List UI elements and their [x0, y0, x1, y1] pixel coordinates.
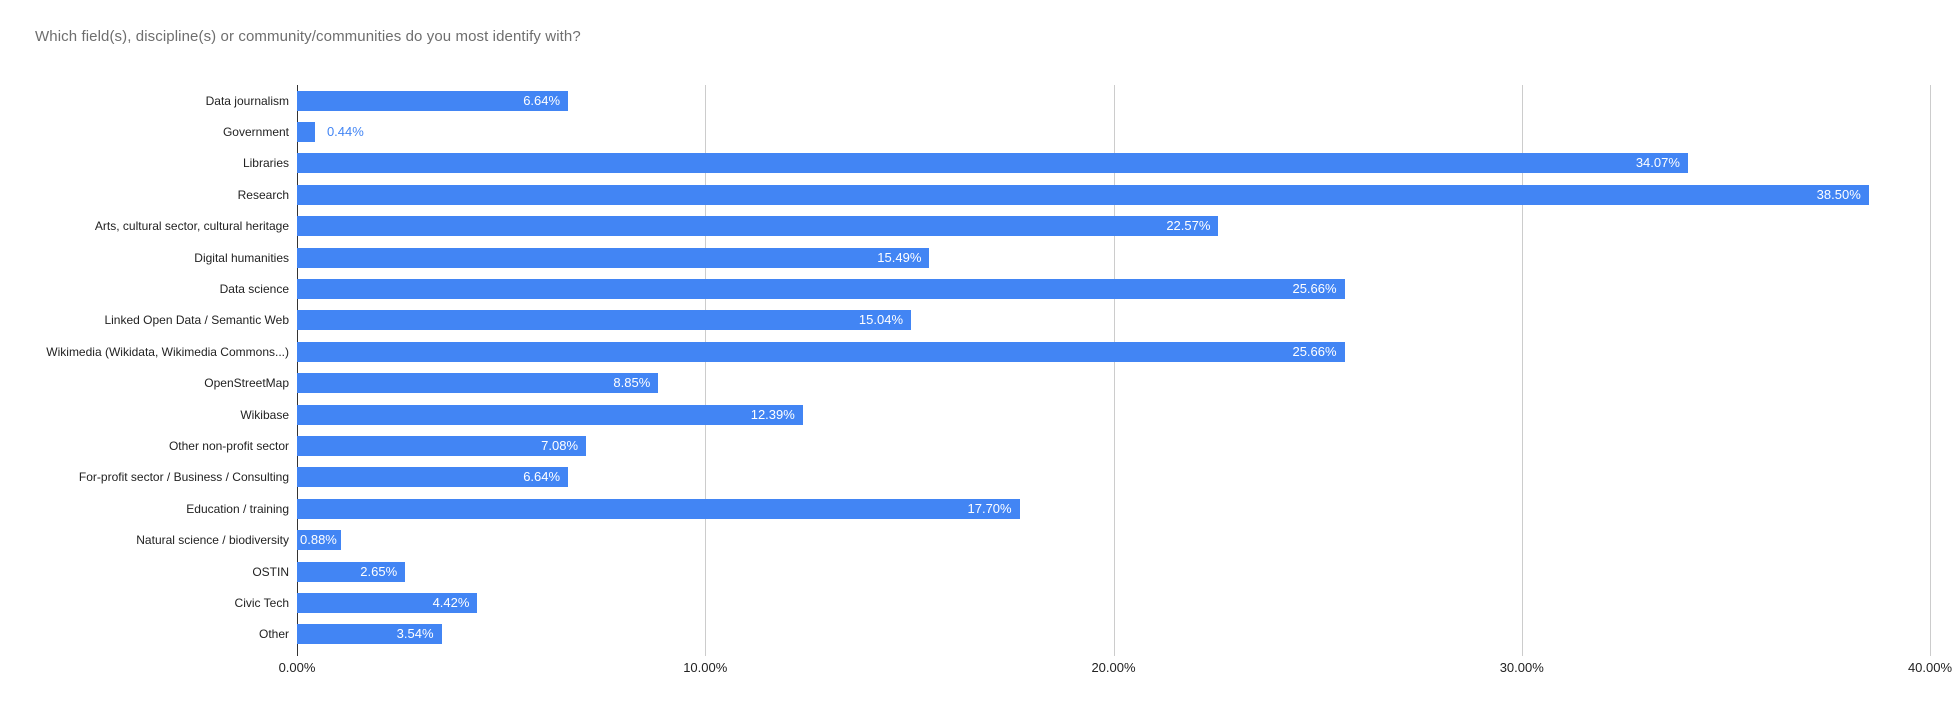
x-tick-label: 30.00%: [1499, 660, 1544, 675]
value-label: 8.85%: [613, 375, 651, 391]
category-label: Digital humanities: [194, 250, 289, 265]
category-label: Arts, cultural sector, cultural heritage: [94, 219, 289, 234]
gridline: [1113, 85, 1115, 656]
gridline: [705, 85, 707, 656]
value-label: 6.64%: [523, 92, 561, 108]
chart-row: Wikibase 12.39%: [240, 399, 1930, 430]
bar[interactable]: 0.88%: [297, 530, 341, 551]
category-label: Wikibase: [240, 407, 289, 422]
bar[interactable]: 0.44%: [297, 122, 364, 143]
bar[interactable]: 7.08%: [297, 435, 587, 456]
category-label: OpenStreetMap: [204, 376, 289, 391]
chart-row: OSTIN 2.65%: [252, 556, 1930, 587]
value-label: 38.50%: [1816, 186, 1861, 202]
chart-row: Digital humanities 15.49%: [194, 242, 1930, 273]
chart-row: Civic Tech 4.42%: [235, 587, 1930, 618]
bar[interactable]: 25.66%: [297, 341, 1345, 362]
chart-row: Other 3.54%: [259, 619, 1930, 650]
category-label: Other non-profit sector: [168, 438, 289, 453]
chart-row: Government 0.44%: [223, 116, 1930, 147]
chart-row: Arts, cultural sector, cultural heritage…: [95, 211, 1930, 242]
chart-row: Data journalism 6.64%: [206, 85, 1930, 116]
value-label: 17.70%: [967, 500, 1012, 516]
chart-row: For-profit sector / Business / Consultin…: [79, 462, 1930, 493]
plot-area: Data journalism 6.64% Government 0.44% Libra…: [46, 85, 1952, 675]
value-label: 4.42%: [432, 594, 470, 610]
category-label: Other: [258, 627, 289, 642]
bar[interactable]: 38.50%: [297, 184, 1869, 205]
bar[interactable]: 2.65%: [297, 561, 406, 582]
chart-row: Linked Open Data / Semantic Web 15.04%: [104, 305, 1930, 336]
bar[interactable]: 4.42%: [297, 592, 478, 613]
bar[interactable]: 25.66%: [297, 279, 1345, 300]
x-tick-label: 40.00%: [1907, 660, 1953, 675]
value-label: 12.39%: [750, 406, 795, 422]
bar[interactable]: 22.57%: [297, 216, 1219, 237]
bar[interactable]: 17.70%: [297, 498, 1020, 519]
category-label: Libraries: [242, 156, 289, 171]
x-tick-label: 20.00%: [1091, 660, 1136, 675]
value-label: 22.57%: [1166, 218, 1211, 234]
value-label: 34.07%: [1635, 155, 1680, 171]
chart-row: OpenStreetMap 8.85%: [204, 368, 1930, 399]
gridline: [1930, 85, 1931, 656]
chart-row: Libraries 34.07%: [243, 148, 1930, 179]
value-label: 2.65%: [360, 563, 398, 579]
chart-rows: Data journalism 6.64% Government 0.44% Libra…: [46, 85, 1930, 650]
chart-row: Other non-profit sector 7.08%: [169, 430, 1930, 461]
category-label: Civic Tech: [234, 595, 289, 610]
value-label: 0.44%: [326, 124, 364, 140]
value-label: 25.66%: [1292, 343, 1337, 359]
bar[interactable]: 6.64%: [297, 90, 569, 111]
chart-title: Which field(s), discipline(s) or communi…: [35, 28, 581, 45]
chart-row: Education / training 17.70%: [186, 493, 1930, 524]
chart-row: Natural science / biodiversity 0.88%: [136, 524, 1930, 555]
category-label: Data science: [219, 282, 289, 297]
category-label: Education / training: [186, 501, 289, 516]
x-tick-label: 0.00%: [278, 660, 316, 675]
category-label: For-profit sector / Business / Consultin…: [78, 470, 289, 485]
bar[interactable]: 34.07%: [297, 153, 1688, 174]
value-label: 0.88%: [298, 530, 341, 551]
chart-row: Wikimedia (Wikidata, Wikimedia Commons..…: [46, 336, 1930, 367]
chart-row: Data science 25.66%: [220, 273, 1930, 304]
gridline: [1521, 85, 1523, 656]
category-label: Data journalism: [205, 93, 289, 108]
value-label: 3.54%: [396, 626, 434, 642]
x-tick-label: 10.00%: [683, 660, 728, 675]
value-label: 6.64%: [523, 469, 561, 485]
category-label: Government: [222, 125, 289, 140]
category-label: OSTIN: [252, 564, 289, 579]
bar[interactable]: 15.04%: [297, 310, 911, 331]
category-label: Linked Open Data / Semantic Web: [104, 313, 289, 328]
bar[interactable]: 15.49%: [297, 247, 930, 268]
category-label: Research: [237, 187, 289, 202]
value-label: 15.49%: [877, 249, 922, 265]
value-label: 7.08%: [541, 437, 579, 453]
category-label: Natural science / biodiversity: [136, 533, 289, 548]
bar[interactable]: 12.39%: [297, 404, 803, 425]
y-axis-line: [297, 85, 298, 656]
bar[interactable]: 3.54%: [297, 624, 442, 645]
value-label: 25.66%: [1292, 281, 1337, 297]
bar[interactable]: 6.64%: [297, 467, 569, 488]
chart-row: Research 38.50%: [238, 179, 1930, 210]
category-label: Wikimedia (Wikidata, Wikimedia Commons..…: [46, 344, 289, 359]
value-label: 15.04%: [858, 312, 903, 328]
bar[interactable]: 8.85%: [297, 373, 659, 394]
